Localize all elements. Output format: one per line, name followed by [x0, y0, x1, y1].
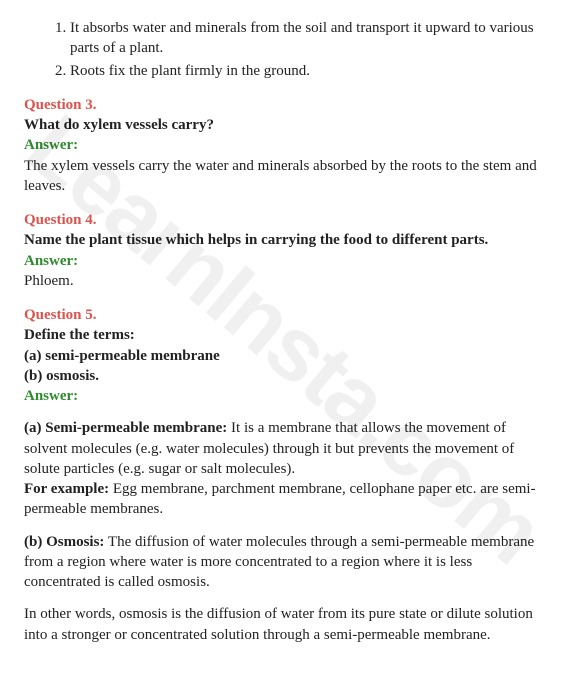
question-block-5: Question 5. Define the terms: (a) semi-p…	[24, 305, 543, 645]
answer-label: Answer:	[24, 251, 543, 271]
question-block-4: Question 4. Name the plant tissue which …	[24, 210, 543, 291]
answer-label: Answer:	[24, 386, 543, 406]
list-item: Roots fix the plant firmly in the ground…	[70, 61, 543, 81]
list-item: It absorbs water and minerals from the s…	[70, 18, 543, 59]
question-text: Name the plant tissue which helps in car…	[24, 230, 543, 250]
question-text: (a) semi-permeable membrane	[24, 346, 543, 366]
question-label: Question 4.	[24, 210, 543, 230]
answer-extra: In other words, osmosis is the diffusion…	[24, 604, 543, 645]
answer-part-b: (b) Osmosis: The diffusion of water mole…	[24, 532, 543, 593]
intro-list: It absorbs water and minerals from the s…	[24, 18, 543, 81]
question-text: Define the terms:	[24, 325, 543, 345]
answer-part-a: (a) Semi-permeable membrane: It is a mem…	[24, 418, 543, 519]
term-heading: (b) Osmosis:	[24, 534, 104, 550]
answer-text: The xylem vessels carry the water and mi…	[24, 156, 543, 197]
term-heading: (a) Semi-permeable membrane:	[24, 420, 227, 436]
answer-label: Answer:	[24, 135, 543, 155]
answer-text: Phloem.	[24, 271, 543, 291]
question-text: What do xylem vessels carry?	[24, 115, 543, 135]
question-text: (b) osmosis.	[24, 366, 543, 386]
question-block-3: Question 3. What do xylem vessels carry?…	[24, 95, 543, 196]
example-heading: For example:	[24, 481, 109, 497]
question-label: Question 5.	[24, 305, 543, 325]
question-label: Question 3.	[24, 95, 543, 115]
